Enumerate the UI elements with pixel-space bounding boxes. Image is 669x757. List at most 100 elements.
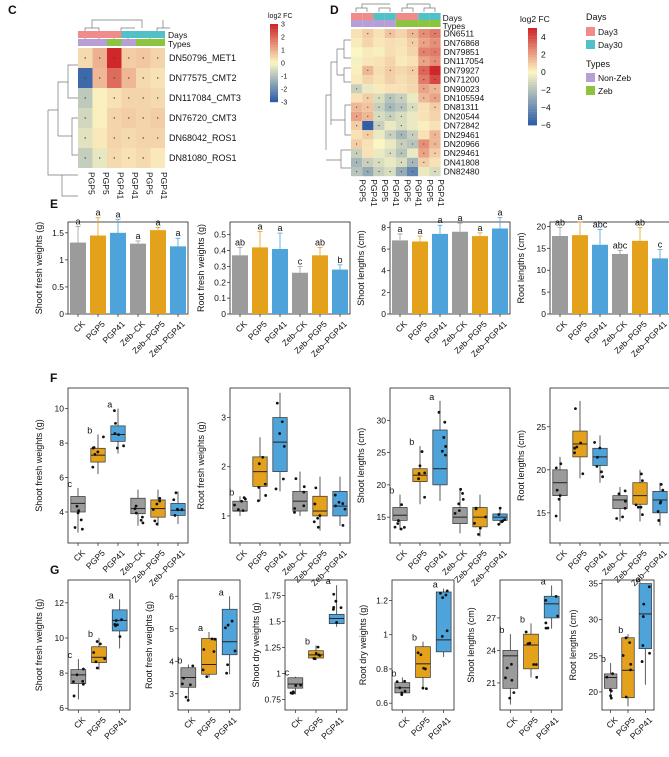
box-point [289,691,293,695]
bar-panel-1-xtick-label: CK [234,319,250,335]
box-point [615,517,619,520]
box-point [647,585,651,589]
heatmap-d-legend-swatch [528,106,537,110]
heatmap-d-legend-swatch [528,92,537,96]
panel-g-label: G [50,563,59,577]
heatmap-d-legend-swatch [528,71,537,75]
box-point [313,657,317,660]
box-pgp41 [221,608,238,656]
significance-letter: b [618,625,623,635]
box-point [623,499,627,503]
heatmap-c-legend-swatch [270,34,278,38]
box-point [639,472,643,476]
box-point [443,420,447,424]
heatmap-d-signif-dot [356,125,358,127]
heatmap-c-column-label: PGP41 [159,172,169,200]
box-point [609,696,613,700]
heatmap-c-legend-tick: -3 [281,100,287,107]
heatmap-c-signif-dot [157,57,159,59]
significance-letter: ab [635,218,645,228]
box-point [225,671,229,675]
box-point [474,506,478,510]
box-pgp41 [432,429,448,486]
significance-letter: c [298,256,303,266]
heatmap-c-signif-dot [84,97,86,99]
f-box-panel-3-frame [549,387,669,544]
significance-letter: b [499,625,504,635]
significance-letter: abc [613,240,628,250]
box-point [535,675,539,679]
box-point [532,663,536,666]
heatmap-d-row-label: DN29461 [444,148,480,158]
f-box-panel-3-ytick-label: 25 [537,422,547,432]
box-point [141,521,145,525]
significance-letter: a [497,208,502,218]
heatmap-d-legend-swatch [528,63,537,66]
bar-ck [70,242,86,314]
g-box-panel-3-ytick-label: 1.2 [376,596,388,606]
bar-panel-0-ytick-label: 1 [59,255,64,265]
bar-panel-1-ylabel: Root fresh weights (g) [196,224,206,312]
heatmap-d-column-label: PGP5 [402,179,412,202]
heatmap-d-row-label: DN79851 [444,47,480,57]
box-point [81,667,85,671]
box-point [256,499,260,503]
heatmap-d-cell [362,75,374,85]
f-box-panel-0-xtick-label: CK [72,548,88,564]
box-point [95,640,99,643]
heatmap-d-cell [418,111,430,121]
g-box-panel-2-ytick-label: 1.75 [264,591,281,601]
box-point [558,494,562,497]
heatmap-d-day-cell [373,13,385,20]
heatmap-d-legend-swatch [528,87,537,91]
heatmap-d-signif-dot [378,125,380,127]
box-point [417,477,420,481]
box-point [457,509,461,513]
box-point [318,514,322,517]
heatmap-d-cell [395,75,407,85]
g-box-panel-1-xtick-label: PGP41 [212,715,239,742]
heatmap-d-row-label: DN20966 [444,139,480,149]
heatmap-c-row-label: DN68042_ROS1 [169,133,237,143]
box-point [334,599,338,603]
heatmap-d-legend-tick: 2 [541,50,546,60]
heatmap-c-days-label: Days [168,30,187,40]
heatmap-d-legend-swatch [528,68,537,72]
box-point [236,508,240,511]
heatmap-d-type-cell [418,20,430,27]
f-box-panel-0-ytick-label: 6 [59,473,64,483]
box-point [441,596,445,600]
heatmap-d-cell [351,38,363,48]
heatmap-d-signif-dot [367,171,369,173]
heatmap-d-legend-swatch [528,73,537,77]
box-point [497,522,501,526]
box-point [445,629,449,633]
box-point [658,501,662,505]
bar-pgp41 [592,244,608,314]
heatmap-d-signif-dot [356,152,358,154]
heatmap-d-signif-dot [367,161,369,163]
heatmap-d-type-cell [373,20,385,27]
panel-d-label: D [330,3,339,17]
heatmap-d-day-cell [418,13,430,20]
heatmap-d-type-cell [429,20,441,27]
box-point [497,513,501,516]
box-point [396,522,400,525]
box-point [92,651,96,654]
box-point [294,477,298,480]
box-point [174,491,178,495]
significance-letter: b [520,614,525,624]
heatmap-d-signif-dot [412,42,414,44]
box-point [341,523,345,527]
box-point [180,508,184,512]
heatmap-d-legend-tick: −6 [541,120,551,130]
heatmap-d-column-label: PGP41 [436,179,446,207]
heatmap-d-signif-dot [423,60,425,62]
bar-panel-3-ytick-label: 15 [537,243,547,253]
f-box-panel-3-xtick-label: CK [554,548,570,564]
heatmap-c-type-cell [107,39,122,46]
f-box-panel-1-ylabel: Root fresh weights (g) [196,421,206,509]
box-point [261,455,265,459]
significance-letter: ab [235,237,245,247]
heatmap-c-legend-swatch [270,42,278,45]
